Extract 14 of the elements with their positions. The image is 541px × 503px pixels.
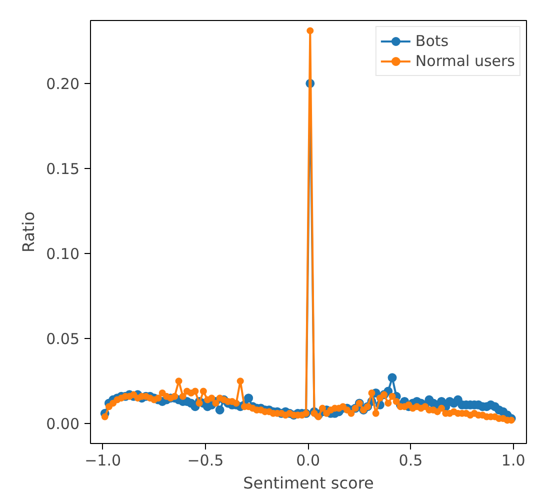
x-tick-label: 0.5	[398, 452, 423, 470]
y-tick-label: 0.10	[46, 245, 80, 264]
y-tick-label: 0.00	[46, 415, 80, 434]
legend-label: Bots	[415, 32, 449, 50]
y-tick-label: 0.05	[46, 330, 80, 348]
legend-label: Normal users	[415, 52, 515, 70]
y-tick-label: 0.20	[46, 74, 80, 93]
x-tick-label: −0.5	[187, 452, 224, 470]
y-tick-label: 0.15	[46, 160, 80, 178]
x-tick-label: 0.0	[296, 452, 320, 470]
x-axis-title: Sentiment score	[243, 474, 374, 492]
x-tick-label: −1.0	[84, 452, 122, 470]
x-tick-label: 1.0	[501, 452, 526, 470]
y-axis-title: Ratio	[19, 211, 38, 253]
